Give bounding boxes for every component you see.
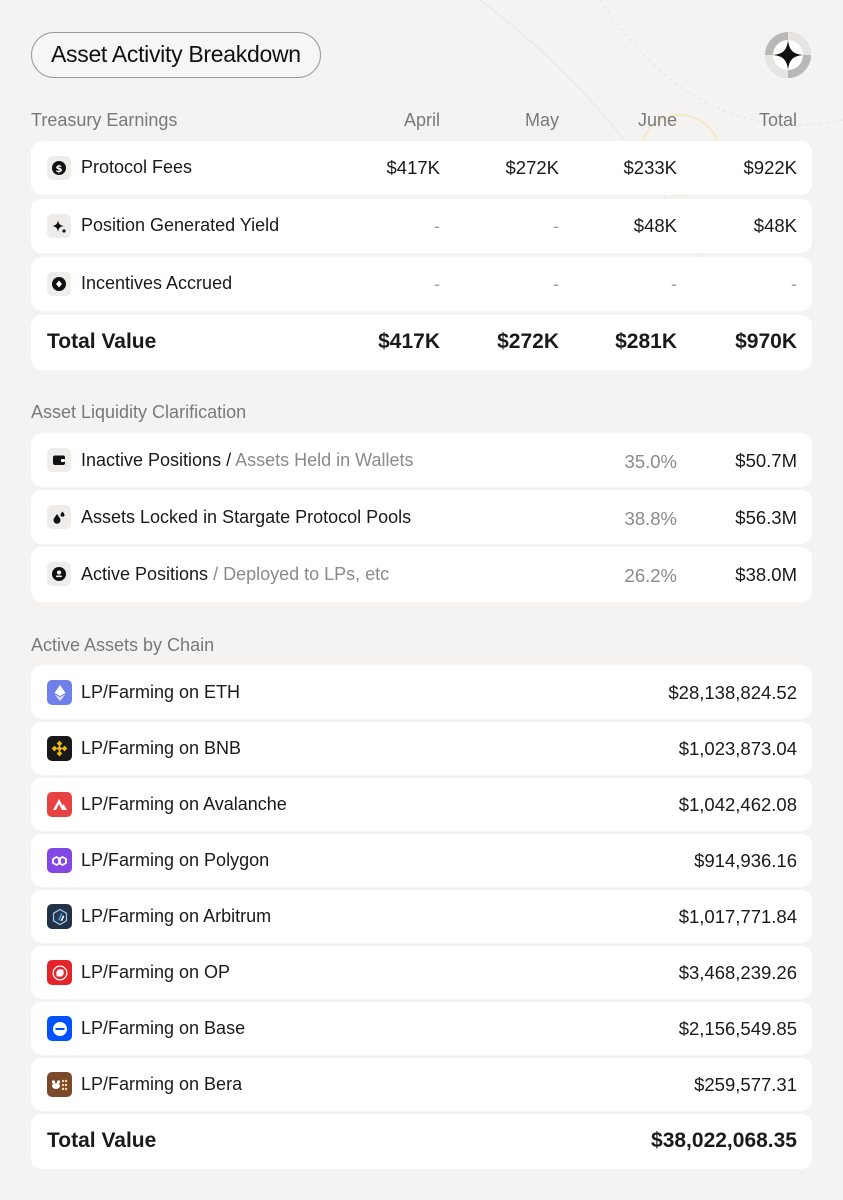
value-june: $48K [633,215,677,236]
row-label: Active Positions / Deployed to LPs, etc [81,564,389,585]
base-icon [47,1016,72,1041]
liquidity-row-locked: Assets Locked in Stargate Protocol Pools… [31,490,812,544]
active-coin-icon [47,562,71,586]
brand-logo-icon [765,32,811,78]
treasury-row-position-yield: Position Generated Yield - - $48K $48K [31,199,812,253]
column-june: June [637,110,677,130]
column-may: May [524,110,559,130]
chain-row-bnb: LP/Farming on BNB $1,023,873.04 [31,722,812,775]
value: $914,936.16 [694,850,797,871]
sparkle-icon [47,214,71,238]
treasury-header-row: Treasury Earnings April May June Total [31,110,812,136]
row-label: Assets Locked in Stargate Protocol Pools [81,507,411,528]
row-label: LP/Farming on OP [81,962,231,982]
total-label: Total Value [47,1129,157,1152]
row-label: LP/Farming on Avalanche [81,794,287,814]
chain-row-arbitrum: LP/Farming on Arbitrum $1,017,771.84 [31,890,812,943]
total-label: Total Value [47,330,157,353]
dollar-coin-icon: $ [47,156,71,180]
chains-heading: Active Assets by Chain [31,635,215,655]
chain-row-eth: LP/Farming on ETH $28,138,824.52 [31,665,812,719]
value-april: - [433,273,440,294]
row-label: LP/Farming on ETH [81,682,241,702]
value-total: $922K [743,157,798,178]
total-may: $272K [497,330,559,353]
liquidity-row-active: Active Positions / Deployed to LPs, etc … [31,547,812,602]
label-main: Active Positions [81,564,209,584]
optimism-icon [47,960,72,985]
treasury-total-row: Total Value $417K $272K $281K $970K [31,315,812,370]
total-june: $281K [615,330,677,353]
label-main: Inactive Positions [81,450,222,470]
incentive-coin-icon [47,272,71,296]
chain-row-base: LP/Farming on Base $2,156,549.85 [31,1002,812,1055]
liquidity-row-inactive: Inactive Positions / Assets Held in Wall… [31,433,812,487]
value: $2,156,549.85 [678,1018,797,1039]
label-main: Assets Locked in Stargate Protocol Pools [81,507,412,527]
value: $3,468,239.26 [678,962,797,983]
percent: 35.0% [624,451,677,472]
liquidity-heading: Asset Liquidity Clarification [31,402,247,422]
column-total: Total [758,110,797,130]
value: $1,017,771.84 [678,906,797,927]
percent: 26.2% [624,565,677,586]
value-total: - [790,273,797,294]
value-june: - [670,273,677,294]
chain-row-op: LP/Farming on OP $3,468,239.26 [31,946,812,999]
value-may: $272K [505,157,560,178]
liquidity-header-row: Asset Liquidity Clarification [31,402,812,428]
row-label: LP/Farming on BNB [81,738,242,758]
total-total: $970K [735,330,797,353]
chain-row-avalanche: LP/Farming on Avalanche $1,042,462.08 [31,778,812,831]
label-separator: / [208,564,224,584]
value-april: $417K [386,157,441,178]
value-may: - [552,273,559,294]
value: $38.0M [735,564,797,585]
value-april: - [433,215,440,236]
percent: 38.8% [624,508,677,529]
total-value: $38,022,068.35 [651,1129,797,1152]
bera-icon [47,1072,72,1097]
ethereum-icon [47,680,72,705]
value-may: - [552,215,559,236]
svg-text:$: $ [56,164,63,175]
drops-icon [47,505,71,529]
value: $56.3M [735,507,797,528]
row-label: Position Generated Yield [81,215,280,235]
wallet-icon [47,448,71,472]
row-label: Inactive Positions / Assets Held in Wall… [81,450,414,471]
row-label: Protocol Fees [81,157,193,177]
value: $1,042,462.08 [678,794,797,815]
row-label: LP/Farming on Bera [81,1074,243,1094]
value: $1,023,873.04 [678,738,797,759]
label-separator: / [221,450,236,470]
value: $28,138,824.52 [668,682,797,703]
chains-header-row: Active Assets by Chain [31,635,812,661]
column-april: April [403,110,440,130]
chains-total-row: Total Value $38,022,068.35 [31,1114,812,1169]
row-label: LP/Farming on Base [81,1018,246,1038]
row-label: Incentives Accrued [81,273,233,293]
chain-row-bera: LP/Farming on Bera $259,577.31 [31,1058,812,1111]
label-sub: Assets Held in Wallets [235,450,414,470]
row-label: LP/Farming on Arbitrum [81,906,272,926]
row-label: LP/Farming on Polygon [81,850,270,870]
label-sub: Deployed to LPs, etc [223,564,390,584]
value: $50.7M [735,450,797,471]
arbitrum-icon [47,904,72,929]
page-title: Asset Activity Breakdown [31,32,321,78]
chain-row-polygon: LP/Farming on Polygon $914,936.16 [31,834,812,887]
treasury-heading: Treasury Earnings [31,110,178,130]
value: $259,577.31 [694,1074,797,1095]
treasury-row-incentives: Incentives Accrued - - - - [31,257,812,311]
value-total: $48K [753,215,797,236]
treasury-row-protocol-fees: $ Protocol Fees $417K $272K $233K $922K [31,141,812,195]
avalanche-icon [47,792,72,817]
bnb-icon [47,736,72,761]
total-april: $417K [378,330,440,353]
polygon-icon [47,848,72,873]
value-june: $233K [623,157,678,178]
